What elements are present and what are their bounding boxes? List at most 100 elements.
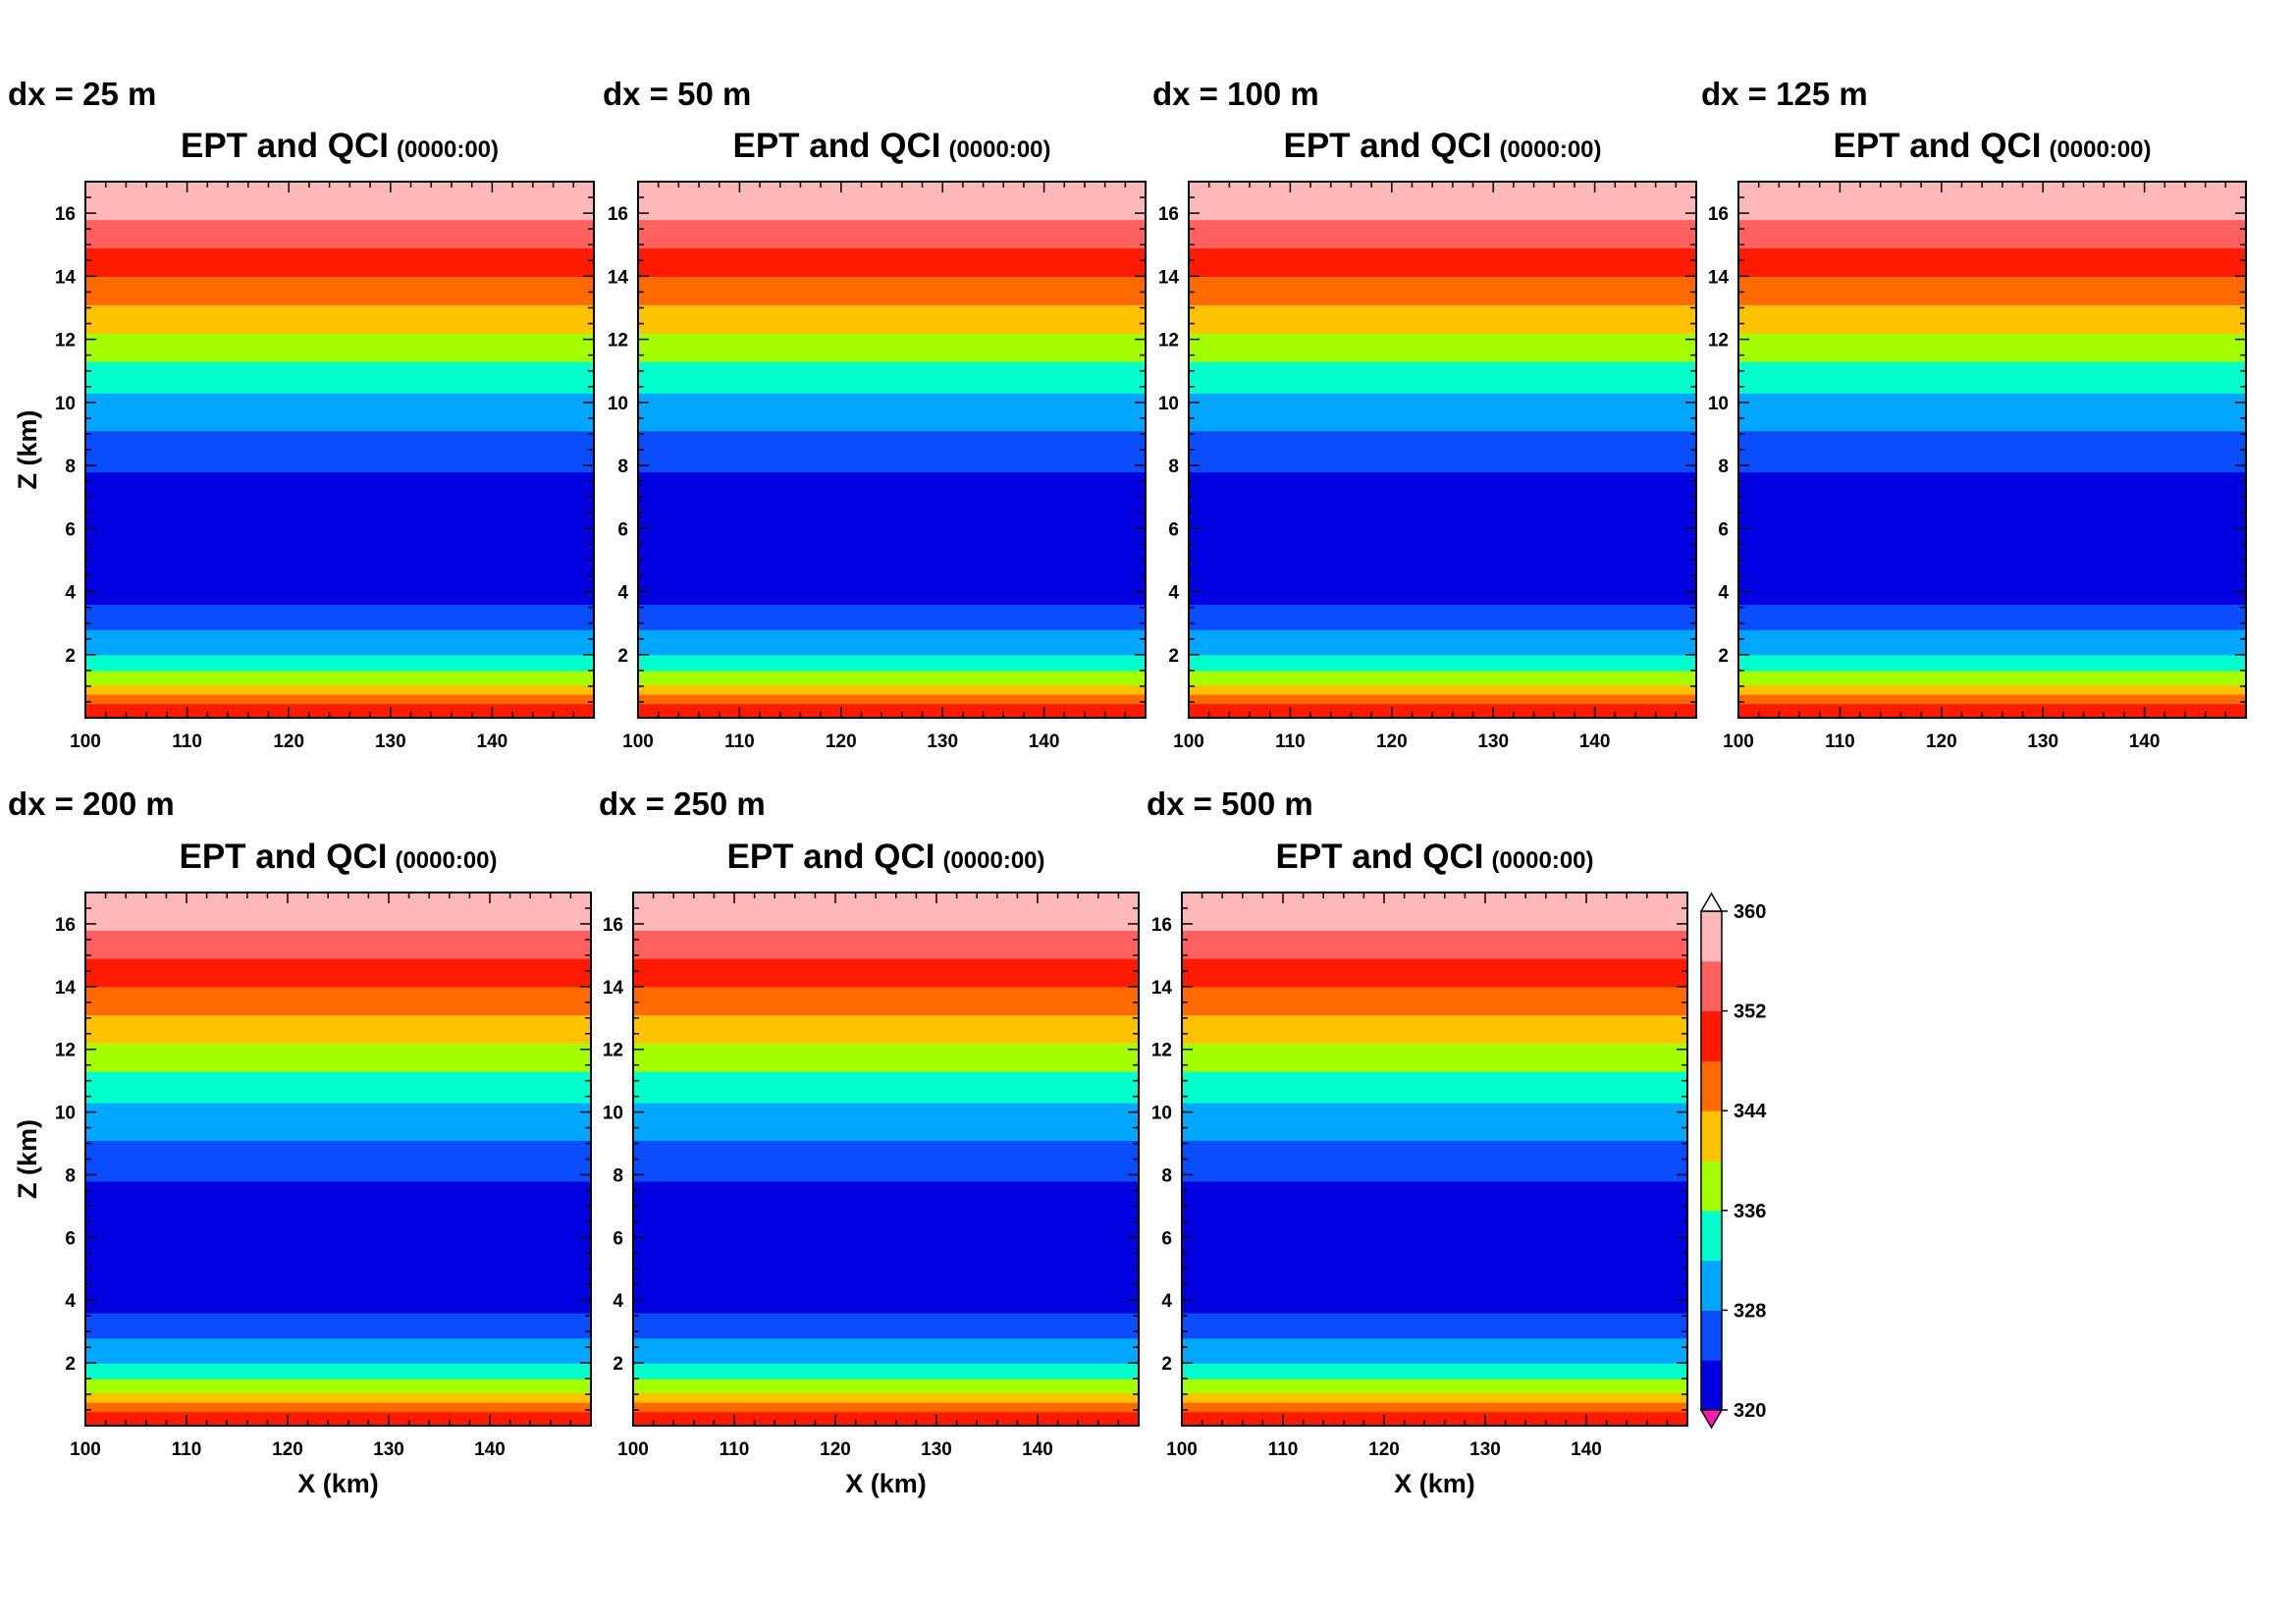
panel-title-main: EPT and QCI (726, 838, 934, 876)
contour-band (1182, 1411, 1687, 1427)
panel-title: EPT and QCI (0000:00) (1283, 127, 1601, 165)
y-tick-label: 10 (1708, 394, 1729, 414)
contour-band (1189, 219, 1696, 249)
y-tick-label: 2 (613, 1354, 623, 1375)
y-tick-label: 8 (1718, 457, 1729, 477)
contour-band (85, 361, 594, 394)
contour-band (1738, 684, 2246, 695)
colorbar-label: 360 (1734, 901, 1766, 923)
panel-title-time: (0000:00) (1491, 847, 1593, 874)
contour-band (1738, 430, 2246, 473)
contour-band (1182, 1402, 1687, 1413)
contour-band (638, 219, 1146, 249)
panel-title-main: EPT and QCI (179, 838, 387, 876)
panel-title: EPT and QCI (0000:00) (732, 127, 1050, 165)
x-tick-label: 110 (1268, 1439, 1299, 1460)
x-tick-label: 120 (1368, 1439, 1400, 1460)
contour-band (1738, 361, 2246, 394)
y-tick-label: 10 (1158, 394, 1179, 414)
y-tick-label: 6 (1161, 1228, 1172, 1249)
contour-band (1182, 1071, 1687, 1104)
contour-band (85, 1103, 591, 1141)
contour-band (638, 182, 1146, 221)
colorbar-label: 328 (1734, 1300, 1766, 1322)
contour-band (85, 1392, 591, 1403)
contour-band (638, 703, 1146, 719)
x-tick-label: 100 (1166, 1439, 1198, 1460)
contour-band (1182, 1140, 1687, 1182)
dx-label: dx = 125 m (1701, 76, 1868, 112)
x-tick-label: 100 (617, 1439, 649, 1460)
contour-band (1738, 629, 2246, 656)
contour-band (633, 893, 1139, 931)
contour-band (1182, 986, 1687, 1016)
y-tick-label: 8 (1168, 457, 1179, 477)
y-tick-label: 10 (608, 394, 628, 414)
contour-band (85, 1363, 591, 1380)
x-tick-label: 130 (2027, 731, 2058, 752)
x-tick-label: 130 (1477, 731, 1509, 752)
x-tick-label: 120 (1376, 731, 1408, 752)
panel-title-main: EPT and QCI (1275, 838, 1483, 876)
contour-band (1189, 703, 1696, 719)
contour-band (633, 1337, 1139, 1364)
y-tick-label: 12 (1708, 331, 1729, 352)
panel-title-time: (0000:00) (395, 847, 497, 874)
x-tick-label: 100 (70, 731, 101, 752)
contour-band (85, 684, 594, 695)
y-tick-label: 4 (1718, 583, 1729, 604)
colorbar-label: 344 (1734, 1101, 1767, 1122)
dx-label: dx = 200 m (8, 785, 175, 822)
x-tick-label: 130 (921, 1439, 952, 1460)
x-tick-label: 110 (724, 731, 755, 752)
contour-band (85, 1379, 591, 1394)
y-tick-label: 14 (1158, 267, 1180, 288)
panel-title-time: (0000:00) (2049, 136, 2151, 163)
x-tick-label: 120 (820, 1439, 851, 1460)
x-tick-label: 140 (474, 1439, 506, 1460)
x-tick-label: 140 (477, 731, 508, 752)
y-tick-label: 8 (65, 457, 76, 477)
y-tick-label: 6 (1168, 519, 1179, 540)
y-tick-label: 12 (1158, 331, 1179, 352)
contour-band (1189, 629, 1696, 656)
y-tick-label: 12 (55, 331, 76, 352)
colorbar-swatch (1701, 1060, 1722, 1111)
contour-band (85, 629, 594, 656)
panel-title-time: (0000:00) (948, 136, 1050, 163)
contour-band (638, 654, 1146, 672)
x-tick-label: 110 (1825, 731, 1855, 752)
dx-label: dx = 100 m (1152, 76, 1319, 112)
x-axis-title: X (km) (297, 1469, 379, 1498)
y-tick-label: 12 (603, 1041, 623, 1061)
contour-band (85, 1180, 591, 1314)
contour-band (1182, 958, 1687, 988)
contour-band (1189, 304, 1696, 334)
panel-3: dx = 100 m EPT and QCI (0000:00) 2 4 6 8 10 12 14… (1152, 76, 1697, 752)
y-tick-label: 16 (55, 204, 76, 225)
colorbar-swatch (1701, 1110, 1722, 1162)
contour-band (633, 1071, 1139, 1104)
y-tick-label: 4 (1161, 1291, 1172, 1312)
x-tick-label: 110 (172, 731, 202, 752)
colorbar-over-triangle (1699, 892, 1724, 912)
contour-band (85, 1140, 591, 1182)
contour-band (1182, 1363, 1687, 1380)
y-tick-label: 12 (608, 331, 628, 352)
y-tick-label: 2 (65, 1354, 76, 1375)
panel-title-time: (0000:00) (1499, 136, 1601, 163)
y-tick-label: 6 (613, 1228, 623, 1249)
contour-band (1738, 654, 2246, 672)
dx-label: dx = 500 m (1147, 785, 1313, 822)
contour-band (1182, 1103, 1687, 1141)
contour-band (85, 1313, 591, 1339)
colorbar-label: 336 (1734, 1201, 1766, 1222)
panel-title-main: EPT and QCI (1283, 127, 1491, 165)
y-tick-label: 6 (1718, 519, 1729, 540)
colorbar-swatch (1701, 1161, 1722, 1212)
contour-band (1738, 670, 2246, 685)
y-axis-title: Z (km) (13, 1119, 42, 1199)
contour-band (85, 1337, 591, 1364)
contour-band (633, 1043, 1139, 1072)
y-tick-label: 8 (1161, 1165, 1172, 1186)
